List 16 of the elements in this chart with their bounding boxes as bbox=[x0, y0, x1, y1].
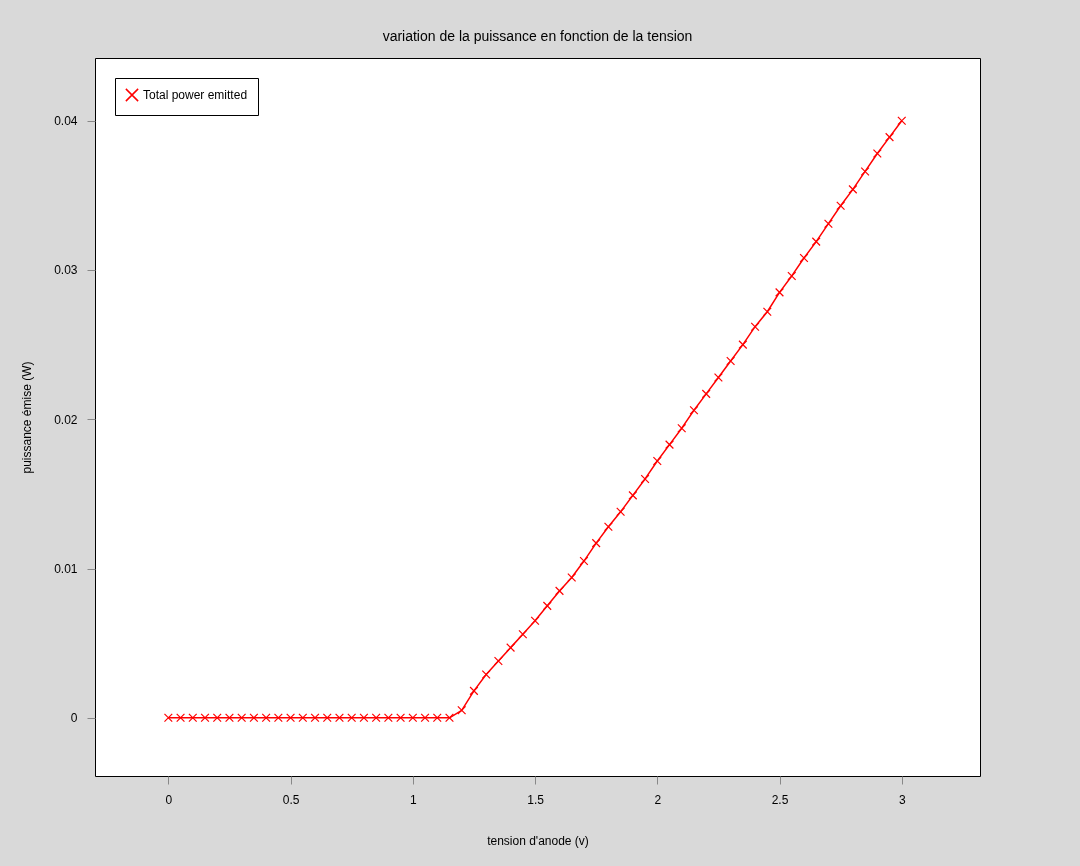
y-tick-label: 0.04 bbox=[54, 114, 78, 129]
x-axis-title: tension d'anode (v) bbox=[487, 833, 589, 848]
y-tick-label: 0.01 bbox=[54, 562, 78, 577]
y-axis-title: puissance émise (W) bbox=[20, 361, 35, 474]
x-tick-label: 2 bbox=[654, 792, 662, 807]
x-tick-label: 1 bbox=[409, 792, 417, 807]
chart-title: variation de la puissance en fonction de la tension bbox=[382, 28, 693, 44]
x-tick-label: 1.5 bbox=[527, 792, 545, 807]
x-tick-label: 3 bbox=[898, 792, 906, 807]
y-tick-label: 0 bbox=[70, 711, 78, 726]
y-tick-label: 0.02 bbox=[54, 412, 78, 427]
legend-label: Total power emitted bbox=[143, 88, 248, 102]
x-tick-label: 0.5 bbox=[282, 792, 300, 807]
x-tick-label: 2.5 bbox=[771, 792, 789, 807]
x-tick-label: 0 bbox=[165, 792, 173, 807]
y-tick-label: 0.03 bbox=[54, 263, 78, 278]
